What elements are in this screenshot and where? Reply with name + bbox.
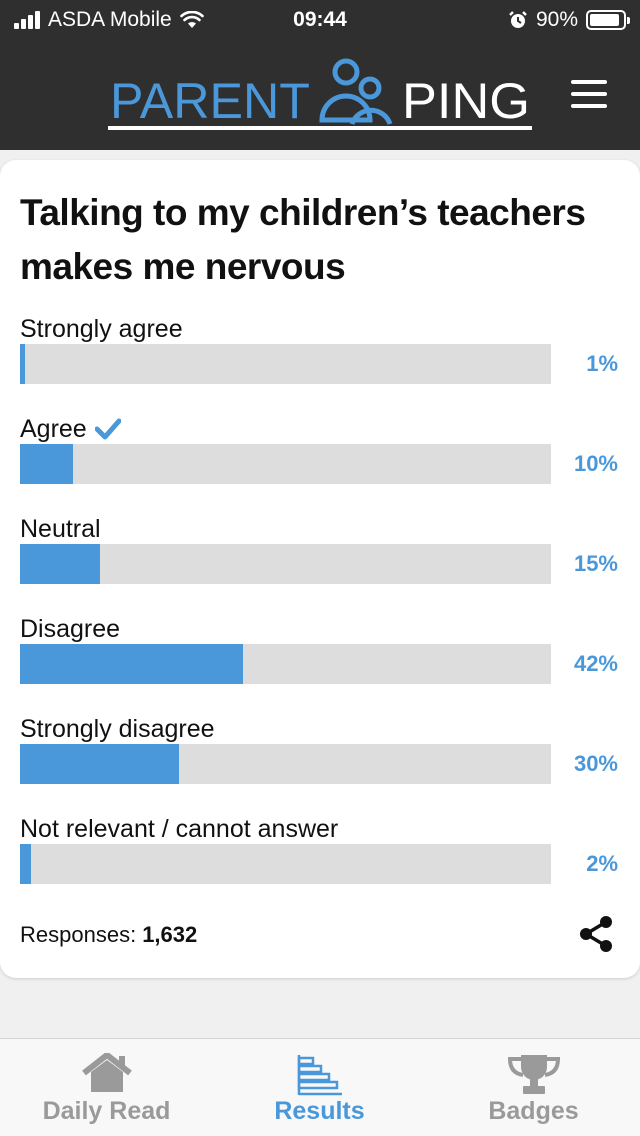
nav-results[interactable]: Results: [213, 1039, 426, 1136]
result-bar: [20, 744, 551, 784]
parentping-logo[interactable]: PARENT PING: [108, 58, 532, 130]
result-bar: [20, 444, 551, 484]
option-label: Strongly agree: [20, 315, 183, 343]
share-icon[interactable]: [576, 914, 616, 954]
poll-option-strongly-disagree: Strongly disagree 30%: [20, 714, 620, 804]
result-percent: 30%: [573, 751, 618, 776]
option-label: Agree: [20, 415, 87, 443]
wifi-icon: [179, 11, 204, 28]
carrier-group: ASDA Mobile: [14, 8, 204, 32]
result-percent: 2%: [586, 851, 618, 876]
result-bar: [20, 844, 551, 884]
result-percent: 42%: [573, 651, 618, 676]
result-bar-fill: [20, 744, 180, 784]
poll-card: Talking to my children’s teachers makes …: [0, 160, 640, 978]
result-bar-fill: [20, 644, 244, 684]
option-label: Strongly disagree: [20, 715, 215, 743]
logo-text-left: PARENT: [110, 73, 310, 129]
option-label: Disagree: [20, 615, 121, 643]
bar-chart-icon: [297, 1055, 342, 1096]
result-bar-fill: [20, 444, 74, 484]
result-bar-fill: [20, 844, 31, 884]
carrier-name: ASDA Mobile: [48, 8, 172, 31]
result-bar-fill: [20, 544, 100, 584]
result-percent: 1%: [586, 351, 618, 376]
nav-label: Results: [274, 1097, 365, 1125]
option-label: Not relevant / cannot answer: [20, 815, 339, 843]
result-percent: 10%: [573, 451, 618, 476]
result-bar: [20, 544, 551, 584]
nav-label: Badges: [488, 1097, 579, 1125]
nav-daily-read[interactable]: Daily Read: [0, 1039, 213, 1136]
checkmark-icon: [94, 418, 121, 440]
responses-summary: Responses: 1,632: [20, 922, 197, 948]
status-right: 90%: [508, 8, 630, 32]
poll-option-neutral: Neutral 15%: [20, 514, 620, 604]
logo-text-right: PING: [402, 73, 530, 129]
poll-option-disagree: Disagree 42%: [20, 614, 620, 704]
signal-icon: [14, 11, 40, 29]
nav-badges[interactable]: Badges: [427, 1039, 640, 1136]
responses-count: 1,632: [142, 922, 198, 947]
poll-option-agree: Agree 10%: [20, 414, 620, 504]
nav-label: Daily Read: [42, 1097, 171, 1125]
bottom-nav: Daily Read Results Badges: [0, 1038, 640, 1136]
poll-option-not-relevant: Not relevant / cannot answer 2%: [20, 814, 620, 904]
alarm-icon: [509, 11, 527, 28]
battery-percent: 90%: [535, 8, 578, 31]
clock: 09:44: [293, 8, 347, 31]
result-bar: [20, 644, 551, 684]
responses-label: Responses:: [20, 922, 137, 947]
result-bar-fill: [20, 344, 26, 384]
poll-question: Talking to my children’s teachers makes …: [20, 192, 586, 287]
app-header: PARENT PING: [0, 40, 640, 150]
result-percent: 15%: [573, 551, 618, 576]
status-bar: ASDA Mobile 09:44 90%: [0, 0, 640, 40]
trophy-icon: [507, 1055, 560, 1094]
poll-option-strongly-agree: Strongly agree 1%: [20, 314, 620, 404]
battery-icon: [586, 10, 630, 30]
menu-icon[interactable]: [571, 80, 607, 108]
home-icon: [81, 1053, 132, 1092]
result-bar: [20, 344, 551, 384]
option-label: Neutral: [20, 515, 101, 543]
parents-icon: [319, 58, 393, 125]
